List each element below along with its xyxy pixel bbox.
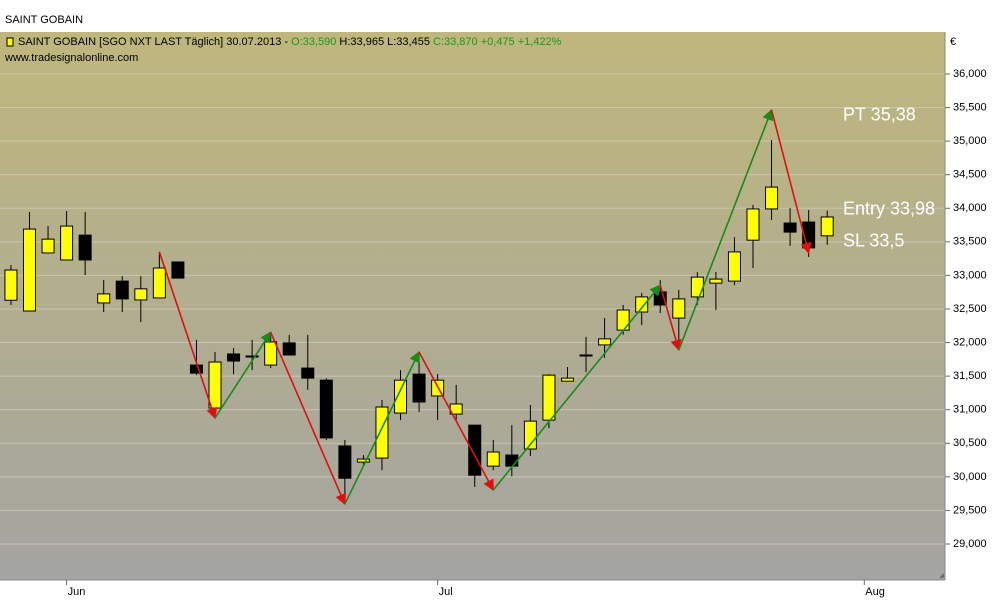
x-tick-label: Jun — [68, 586, 86, 598]
candle-body — [282, 342, 296, 356]
candle-body — [208, 361, 222, 409]
swing-arrow — [418, 351, 494, 491]
candle-body — [672, 298, 686, 319]
swing-arrow — [770, 109, 812, 255]
swing-arrow — [344, 350, 420, 505]
y-tick-label: 30,500 — [953, 437, 987, 449]
y-tick-label: 32,500 — [953, 303, 987, 315]
y-tick-label: 30,000 — [953, 471, 987, 483]
swing-arrow — [659, 284, 682, 352]
candle-body — [319, 379, 333, 439]
candle-body — [746, 208, 760, 241]
grid — [0, 73, 945, 545]
resize-grip — [939, 573, 945, 579]
candle-body — [245, 355, 259, 358]
y-tick-label: 35,500 — [953, 101, 987, 113]
swing-arrow — [492, 284, 661, 491]
currency: € — [950, 36, 956, 48]
candle-body — [22, 228, 36, 312]
candle-body — [486, 451, 500, 467]
candle-body — [41, 238, 55, 254]
candle-body — [60, 225, 74, 261]
legend-high-low: H:33,965 L:33,455 — [339, 36, 430, 48]
candle-body — [690, 276, 704, 298]
candle-body — [579, 354, 593, 357]
window-title: SAINT GOBAIN — [5, 14, 83, 26]
swing-arrow — [269, 331, 347, 506]
candle-body — [765, 186, 779, 210]
y-tick-label: 35,000 — [953, 135, 987, 147]
y-tick-label: 32,000 — [953, 336, 987, 348]
legend-text: SAINT GOBAIN [SGO NXT LAST Täglich] 30.0… — [18, 36, 562, 48]
legend-name: SAINT GOBAIN [SGO NXT LAST Täglich] 30.0… — [18, 36, 288, 48]
annotation: PT 35,38 — [843, 104, 916, 124]
candle-body — [301, 367, 315, 379]
y-tick-label: 33,000 — [953, 269, 987, 281]
candle-body — [97, 293, 111, 304]
swing-arrow — [214, 331, 272, 419]
swing-arrow — [158, 251, 218, 420]
candle-body — [78, 234, 92, 261]
candle-body — [375, 406, 389, 459]
y-tick-label: 33,500 — [953, 236, 987, 248]
x-tick-label: Jul — [439, 586, 453, 598]
plot-area — [0, 32, 945, 580]
candle-body — [189, 364, 203, 374]
candle-body — [783, 222, 797, 233]
y-tick-label: 29,000 — [953, 538, 987, 550]
y-tick-label: 31,000 — [953, 404, 987, 416]
candle-body — [338, 445, 352, 479]
y-tick-label: 34,500 — [953, 169, 987, 181]
source: www.tradesignalonline.com — [4, 52, 138, 64]
y-tick-label: 36,000 — [953, 68, 987, 80]
axes: 29,000 29,500 30,000 30,500 31,000 31,500 32,0… — [66, 68, 987, 598]
candle-body — [560, 377, 574, 382]
candle-body — [709, 278, 723, 284]
candle-body — [412, 373, 426, 403]
legend-open: O:33,590 — [291, 36, 336, 48]
candle-body — [394, 379, 408, 414]
swing-arrow — [678, 108, 774, 351]
y-tick-label: 29,500 — [953, 504, 987, 516]
candle-body — [152, 267, 166, 299]
legend-close: C:33,870 +0,475 +1,422% — [433, 36, 562, 48]
x-tick-label: Aug — [865, 586, 885, 598]
candle-body — [115, 280, 129, 300]
candle-body — [264, 341, 278, 366]
candle-body — [134, 288, 148, 301]
candle-body — [505, 454, 519, 467]
candle-body — [171, 261, 185, 279]
y-tick-label: 34,000 — [953, 202, 987, 214]
candle-body — [468, 424, 482, 476]
annotation: Entry 33,98 — [843, 198, 935, 218]
annotation: SL 33,5 — [843, 231, 904, 251]
y-tick-label: 31,500 — [953, 370, 987, 382]
candle-body — [727, 251, 741, 282]
legend-swatch — [6, 37, 14, 47]
candle-body — [4, 269, 18, 301]
candle-body — [227, 353, 241, 362]
candle-body — [820, 216, 834, 237]
candle-body — [356, 458, 370, 463]
candle-body — [635, 296, 649, 313]
candle-body — [598, 338, 612, 346]
candle-body — [542, 374, 556, 421]
candle-body — [616, 309, 630, 331]
legend: SAINT GOBAIN [SGO NXT LAST Täglich] 30.0… — [4, 36, 562, 64]
marks: PT 35,38 Entry 33,98 SL 33,5 — [4, 104, 935, 506]
